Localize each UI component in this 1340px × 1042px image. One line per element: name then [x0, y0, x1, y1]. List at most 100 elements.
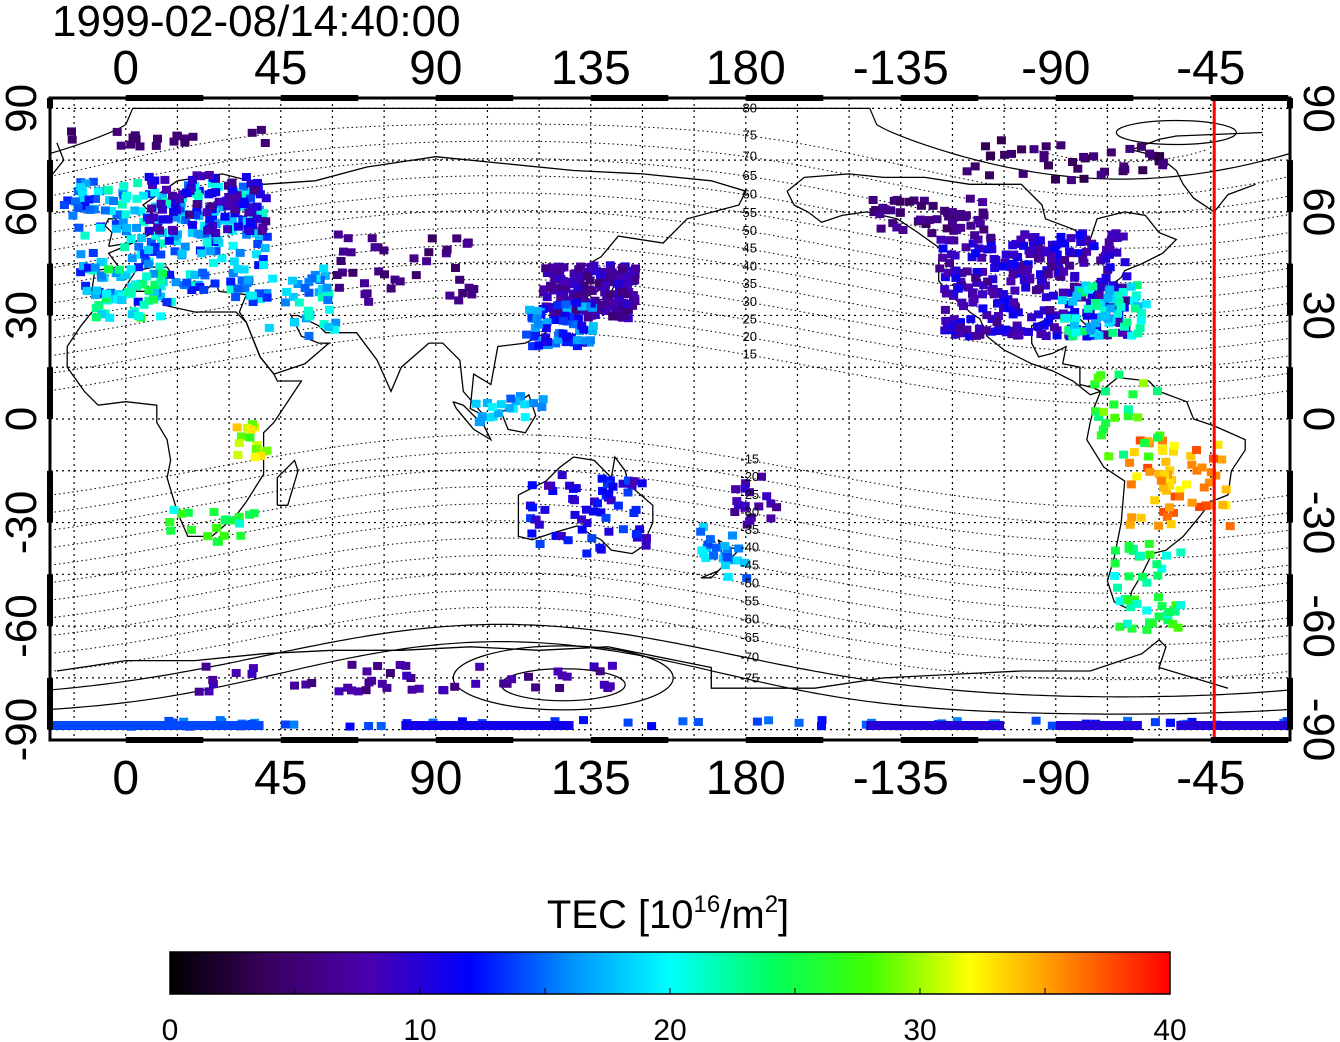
tec-pixel	[194, 687, 204, 696]
tec-pixel	[236, 531, 246, 540]
tec-pixel	[1058, 288, 1068, 297]
tec-pixel	[936, 235, 946, 244]
tec-pixel	[146, 237, 156, 246]
tec-pixel	[82, 286, 92, 295]
tec-pixel	[988, 275, 998, 284]
tec-band	[401, 721, 574, 731]
tec-pixel	[762, 492, 772, 501]
tec-pixel	[1206, 501, 1216, 510]
tec-pixel	[1071, 328, 1081, 337]
tec-band	[866, 721, 1005, 731]
lon-tick-bottom: 0	[112, 752, 139, 805]
lon-tick-top: 45	[254, 42, 307, 95]
tec-pixel	[1120, 258, 1130, 267]
tec-pixel	[1115, 622, 1125, 631]
lon-tick-bottom: 180	[706, 752, 786, 805]
tec-pixel	[493, 409, 503, 418]
magnetic-label: -45	[740, 557, 759, 572]
tec-pixel	[379, 246, 389, 255]
tec-pixel	[1045, 311, 1055, 320]
tec-pixel	[1186, 451, 1196, 460]
tec-pixel	[1163, 616, 1173, 625]
tec-pixel	[293, 280, 303, 288]
tec-pixel	[927, 229, 937, 238]
tec-pixel	[88, 177, 98, 186]
tec-pixel	[605, 290, 615, 299]
tec-pixel	[252, 250, 262, 259]
tec-pixel	[248, 664, 258, 673]
tec-pixel	[995, 324, 1004, 333]
tec-pixel	[604, 298, 613, 307]
tec-pixel	[506, 394, 516, 403]
tec-pixel	[262, 289, 272, 298]
tec-pixel	[1114, 370, 1124, 379]
tec-pixel	[722, 553, 732, 561]
tec-pixel	[1126, 282, 1136, 291]
tec-pixel	[76, 268, 86, 277]
tec-pixel	[158, 205, 167, 214]
tec-pixel	[67, 135, 77, 144]
tec-pixel	[1129, 448, 1139, 457]
tec-pixel	[1101, 419, 1111, 428]
tec-pixel	[534, 341, 544, 350]
tec-pixel	[127, 310, 137, 319]
tec-pixel	[187, 286, 197, 295]
tec-pixel	[525, 305, 535, 314]
tec-pixel	[1009, 250, 1019, 259]
tec-pixel	[139, 191, 148, 200]
tec-pixel	[181, 216, 191, 225]
tec-pixel	[1090, 380, 1100, 389]
tec-pixel	[332, 271, 342, 279]
tec-pixel	[994, 298, 1004, 307]
tec-pixel	[697, 546, 707, 555]
tec-pixel	[511, 397, 521, 406]
tec-pixel	[965, 332, 975, 341]
tec-pixel	[586, 263, 596, 271]
tec-pixel	[553, 301, 563, 310]
magnetic-label: 80	[743, 100, 757, 115]
frame-tick-right	[1287, 160, 1293, 212]
tec-pixel	[641, 541, 651, 550]
tec-pixel	[256, 125, 266, 134]
tec-pixel	[228, 241, 238, 250]
tec-pixel	[1052, 311, 1062, 320]
tec-pixel	[966, 221, 976, 230]
magnetic-label: -50	[740, 575, 759, 590]
tec-pixel	[554, 311, 564, 320]
tec-pixel	[1124, 596, 1133, 605]
tec-pixel	[167, 225, 177, 234]
tec-pixel	[1052, 250, 1062, 259]
tec-pixel	[940, 273, 950, 282]
tec-pixel	[260, 244, 270, 253]
tec-pixel	[132, 194, 142, 203]
tec-pixel	[1161, 457, 1171, 466]
magnetic-contour	[1034, 148, 1208, 163]
tec-pixel	[111, 220, 121, 229]
tec-pixel	[983, 245, 993, 254]
tec-pixel	[361, 686, 371, 695]
tec-pixel	[1159, 483, 1168, 492]
tec-pixel	[1150, 718, 1160, 727]
tec-pixel	[1158, 436, 1167, 445]
tec-pixel	[542, 269, 552, 277]
tec-pixel	[181, 189, 191, 198]
tec-pixel	[1065, 247, 1074, 256]
tec-pixel	[70, 197, 80, 206]
coastlines	[49, 131, 1263, 689]
tec-pixel	[1154, 593, 1163, 602]
tec-pixel	[1123, 412, 1133, 421]
tec-pixel	[1154, 469, 1164, 478]
tec-pixel	[1007, 330, 1017, 339]
tec-pixel	[1162, 551, 1171, 560]
tec-pixel	[167, 191, 177, 200]
tec-pixel	[427, 234, 437, 243]
tec-pixel	[720, 561, 730, 570]
tec-pixel	[916, 201, 926, 210]
tec-pixel	[187, 228, 197, 237]
frame-tick-right	[1287, 574, 1293, 627]
tec-pixel	[1033, 254, 1043, 263]
tec-pixel	[944, 236, 954, 245]
tec-pixel	[603, 480, 612, 489]
tec-pixel	[254, 261, 264, 270]
tec-band	[1176, 721, 1290, 731]
